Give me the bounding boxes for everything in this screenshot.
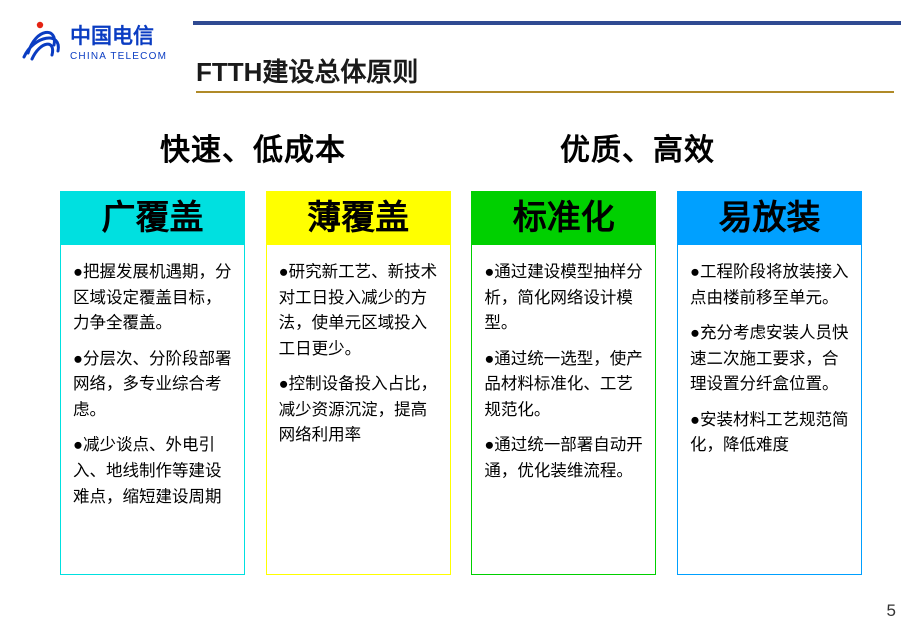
page-number: 5 (887, 601, 896, 621)
logo-cn-text: 中国电信 (70, 24, 154, 48)
bullet-item: ●通过建设模型抽样分析，简化网络设计模型。 (484, 259, 643, 336)
bullet-item: ●通过统一部署自动开通，优化装维流程。 (484, 432, 643, 483)
columns-container: 广覆盖 ●把握发展机遇期，分区域设定覆盖目标，力争全覆盖。 ●分层次、分阶段部署… (60, 191, 862, 575)
bullet-item: ●把握发展机遇期，分区域设定覆盖目标，力争全覆盖。 (73, 259, 232, 336)
slide-title: FTTH建设总体原则 (196, 52, 418, 89)
header-rule (193, 21, 901, 25)
slide: 中国电信 CHINA TELECOM FTTH建设总体原则 快速、低成本 优质、… (0, 0, 920, 637)
column-broad-coverage: 广覆盖 ●把握发展机遇期，分区域设定覆盖目标，力争全覆盖。 ●分层次、分阶段部署… (60, 191, 245, 575)
column-body: ●把握发展机遇期，分区域设定覆盖目标，力争全覆盖。 ●分层次、分阶段部署网络，多… (60, 245, 245, 575)
column-body: ●工程阶段将放装接入点由楼前移至单元。 ●充分考虑安装人员快速二次施工要求，合理… (677, 245, 862, 575)
subhead-right: 优质、高效 (560, 125, 715, 169)
logo-en-text: CHINA TELECOM (70, 51, 167, 62)
column-body: ●通过建设模型抽样分析，简化网络设计模型。 ●通过统一选型，使产品材料标准化、工… (471, 245, 656, 575)
bullet-item: ●工程阶段将放装接入点由楼前移至单元。 (690, 259, 849, 310)
subhead-left: 快速、低成本 (160, 125, 346, 169)
column-heading: 易放装 (677, 191, 862, 245)
bullet-item: ●研究新工艺、新技术对工日投入减少的方法，使单元区域投入工日更少。 (279, 259, 438, 361)
bullet-item: ●安装材料工艺规范简化，降低难度 (690, 407, 849, 458)
column-body: ●研究新工艺、新技术对工日投入减少的方法，使单元区域投入工日更少。 ●控制设备投… (266, 245, 451, 575)
bullet-item: ●通过统一选型，使产品材料标准化、工艺规范化。 (484, 346, 643, 423)
column-heading: 标准化 (471, 191, 656, 245)
title-underline (196, 91, 894, 93)
column-heading: 薄覆盖 (266, 191, 451, 245)
bullet-item: ●分层次、分阶段部署网络，多专业综合考虑。 (73, 346, 232, 423)
bullet-item: ●控制设备投入占比，减少资源沉淀，提高网络利用率 (279, 371, 438, 448)
bullet-item: ●充分考虑安装人员快速二次施工要求，合理设置分纤盒位置。 (690, 320, 849, 397)
china-telecom-logo: 中国电信 CHINA TELECOM (18, 17, 178, 67)
bullet-item: ●减少谈点、外电引入、地线制作等建设难点，缩短建设周期 (73, 432, 232, 509)
column-thin-coverage: 薄覆盖 ●研究新工艺、新技术对工日投入减少的方法，使单元区域投入工日更少。 ●控… (266, 191, 451, 575)
column-standardization: 标准化 ●通过建设模型抽样分析，简化网络设计模型。 ●通过统一选型，使产品材料标… (471, 191, 656, 575)
column-heading: 广覆盖 (60, 191, 245, 245)
column-easy-install: 易放装 ●工程阶段将放装接入点由楼前移至单元。 ●充分考虑安装人员快速二次施工要… (677, 191, 862, 575)
